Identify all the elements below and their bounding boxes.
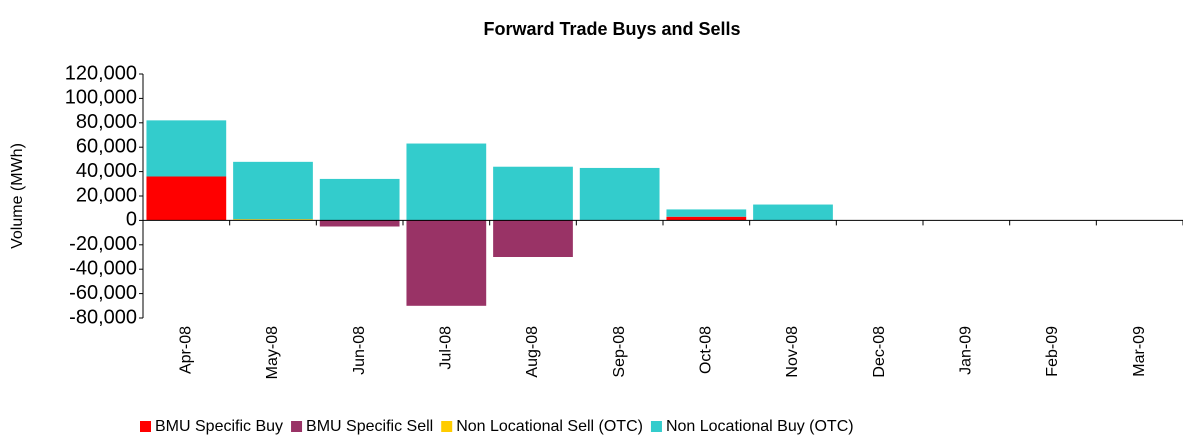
legend-label: BMU Specific Sell: [306, 418, 433, 435]
x-tick-label: Feb-09: [1044, 326, 1061, 377]
legend-swatch: [441, 421, 453, 432]
bar-segment: [233, 161, 313, 220]
chart-title: Forward Trade Buys and Sells: [483, 19, 740, 39]
bar-segment: [146, 176, 227, 221]
bar-segment: [146, 120, 227, 177]
x-tick-label: Jun-08: [351, 326, 368, 375]
bar-segment: [666, 209, 747, 217]
bar-segment: [753, 204, 833, 221]
y-tick-label: 120,000: [65, 62, 137, 84]
x-tick-label: Nov-08: [784, 326, 801, 378]
legend-label: BMU Specific Buy: [155, 418, 283, 435]
x-tick-label: Aug-08: [524, 326, 541, 378]
bar-segment: [666, 216, 747, 221]
bar-segment: [406, 143, 487, 221]
x-tick-label: May-08: [264, 326, 281, 379]
y-axis-label: Volume (MWh): [9, 143, 26, 249]
x-tick-label: Jul-08: [438, 326, 455, 370]
y-tick-label: 40,000: [76, 160, 137, 182]
y-tick-label: 0: [126, 209, 137, 231]
legend-label: Non Locational Sell (OTC): [456, 418, 643, 435]
bar-segment: [493, 220, 573, 257]
y-tick-label: 60,000: [76, 135, 137, 157]
bar-segment: [319, 220, 400, 227]
legend-swatch: [140, 421, 151, 432]
x-tick-label: Sep-08: [611, 326, 628, 378]
x-tick-label: Apr-08: [178, 326, 195, 374]
bar-segment: [233, 219, 313, 221]
bar-segment: [579, 167, 660, 221]
legend-swatch: [291, 421, 303, 432]
y-tick-label: -60,000: [69, 282, 137, 304]
y-tick-label: 100,000: [65, 87, 137, 109]
legend-swatch: [650, 421, 662, 432]
x-tick-label: Dec-08: [871, 326, 888, 378]
x-tick-label: Oct-08: [698, 326, 715, 374]
legend-label: Non Locational Buy (OTC): [666, 418, 854, 435]
y-tick-label: -80,000: [69, 306, 137, 328]
x-tick-label: Mar-09: [1131, 326, 1148, 377]
y-tick-label: -40,000: [69, 257, 137, 279]
y-tick-label: -20,000: [69, 233, 137, 255]
y-tick-label: 20,000: [76, 184, 137, 206]
bar-segment: [493, 166, 573, 221]
y-tick-label: 80,000: [76, 111, 137, 133]
x-tick-label: Jan-09: [958, 326, 975, 375]
bar-segment: [406, 220, 487, 306]
bar-segment: [319, 178, 400, 221]
